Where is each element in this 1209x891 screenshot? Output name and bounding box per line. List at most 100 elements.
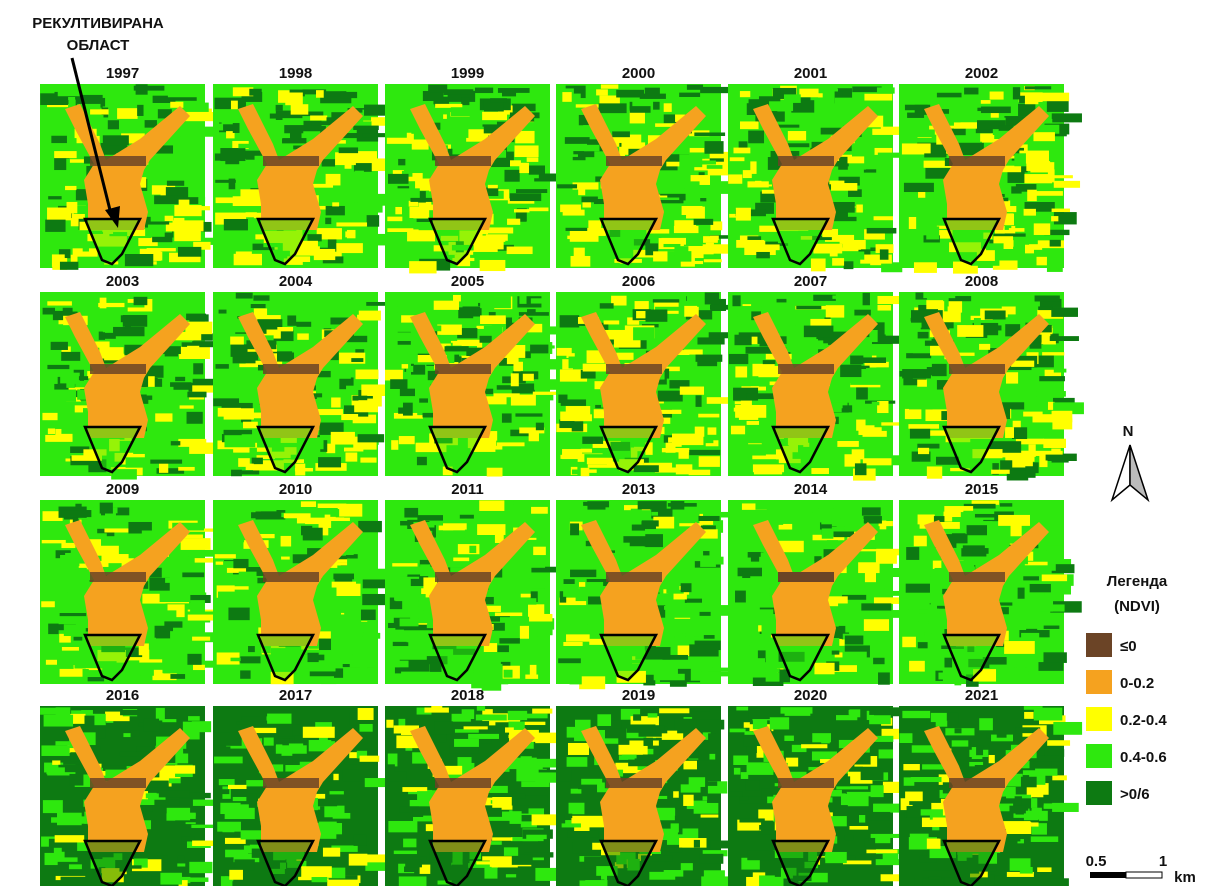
land-patch	[308, 653, 319, 662]
land-patch	[874, 216, 893, 220]
land-patch	[1014, 153, 1026, 166]
land-patch	[936, 721, 948, 727]
land-patch	[801, 744, 827, 748]
land-patch	[585, 880, 607, 886]
land-patch	[393, 642, 409, 646]
land-patch	[861, 769, 884, 780]
land-patch	[333, 574, 354, 580]
land-patch	[587, 458, 613, 465]
land-patch	[701, 876, 731, 886]
land-patch	[341, 414, 358, 420]
land-patch	[684, 349, 703, 354]
bare-band	[263, 156, 319, 166]
land-patch	[557, 768, 571, 781]
land-patch	[319, 639, 331, 650]
land-patch	[582, 437, 603, 444]
land-patch	[213, 789, 229, 794]
land-patch	[399, 436, 415, 444]
land-patch	[902, 637, 916, 647]
land-patch	[965, 521, 993, 525]
land-patch	[596, 89, 608, 95]
land-patch	[619, 745, 648, 755]
land-patch	[282, 138, 306, 143]
land-patch	[952, 740, 969, 746]
year-label: 2014	[794, 481, 828, 498]
land-patch	[505, 727, 514, 732]
land-patch	[804, 326, 834, 338]
land-patch	[679, 93, 700, 97]
land-patch	[340, 91, 357, 98]
land-patch	[214, 372, 233, 380]
land-patch	[1010, 858, 1031, 871]
land-patch	[239, 572, 257, 584]
land-patch	[60, 373, 80, 384]
land-patch	[469, 546, 476, 553]
land-patch	[482, 112, 507, 120]
year-label: 2007	[794, 273, 827, 290]
land-patch	[180, 127, 187, 137]
land-patch	[1015, 796, 1022, 805]
land-patch	[326, 174, 341, 186]
land-patch	[497, 645, 509, 652]
legend-label: >0/6	[1120, 786, 1150, 803]
land-patch	[315, 409, 343, 415]
land-patch	[1024, 174, 1052, 183]
year-label: 2003	[106, 273, 139, 290]
land-patch	[531, 759, 559, 768]
land-patch	[164, 765, 195, 773]
land-patch	[323, 196, 346, 202]
land-patch	[400, 389, 415, 396]
land-patch	[392, 563, 417, 566]
land-patch	[165, 578, 174, 583]
land-patch	[521, 756, 532, 759]
land-patch	[997, 733, 1007, 738]
land-patch	[866, 368, 892, 371]
land-patch	[498, 870, 506, 882]
land-patch	[538, 625, 553, 636]
land-patch	[986, 243, 1004, 250]
land-patch	[814, 663, 834, 674]
scale-bar	[1126, 872, 1162, 878]
land-patch	[218, 592, 240, 601]
land-patch	[689, 669, 701, 681]
land-patch	[560, 205, 581, 213]
annotation: РЕКУЛТИВИРАНА	[32, 15, 164, 32]
land-patch	[219, 779, 235, 785]
land-patch	[1047, 878, 1069, 886]
land-patch	[480, 260, 506, 271]
land-patch	[1036, 391, 1066, 397]
land-patch	[47, 365, 69, 369]
land-patch	[233, 797, 247, 801]
land-patch	[850, 356, 863, 365]
land-patch	[846, 654, 858, 664]
land-patch	[183, 722, 199, 735]
land-patch	[190, 302, 198, 306]
land-patch	[865, 812, 891, 820]
land-patch	[276, 105, 283, 111]
land-patch	[976, 745, 983, 755]
land-patch	[867, 228, 897, 234]
land-patch	[61, 543, 75, 548]
land-patch	[931, 713, 947, 722]
land-patch	[161, 626, 173, 631]
land-patch	[954, 122, 980, 128]
bare-band	[949, 778, 1005, 788]
land-patch	[812, 512, 840, 519]
land-patch	[700, 612, 711, 616]
bare-band	[606, 156, 662, 166]
land-patch	[735, 591, 746, 603]
land-patch	[732, 295, 740, 306]
land-patch	[163, 514, 169, 518]
land-patch	[878, 672, 890, 684]
land-patch	[672, 434, 703, 446]
land-patch	[83, 246, 89, 251]
land-patch	[361, 610, 376, 620]
land-patch	[251, 304, 266, 308]
land-patch	[664, 606, 687, 610]
land-patch	[730, 729, 746, 733]
land-patch	[158, 790, 189, 797]
land-patch	[182, 103, 209, 112]
land-patch	[1034, 223, 1050, 235]
land-patch	[388, 174, 409, 184]
land-patch	[906, 353, 931, 358]
